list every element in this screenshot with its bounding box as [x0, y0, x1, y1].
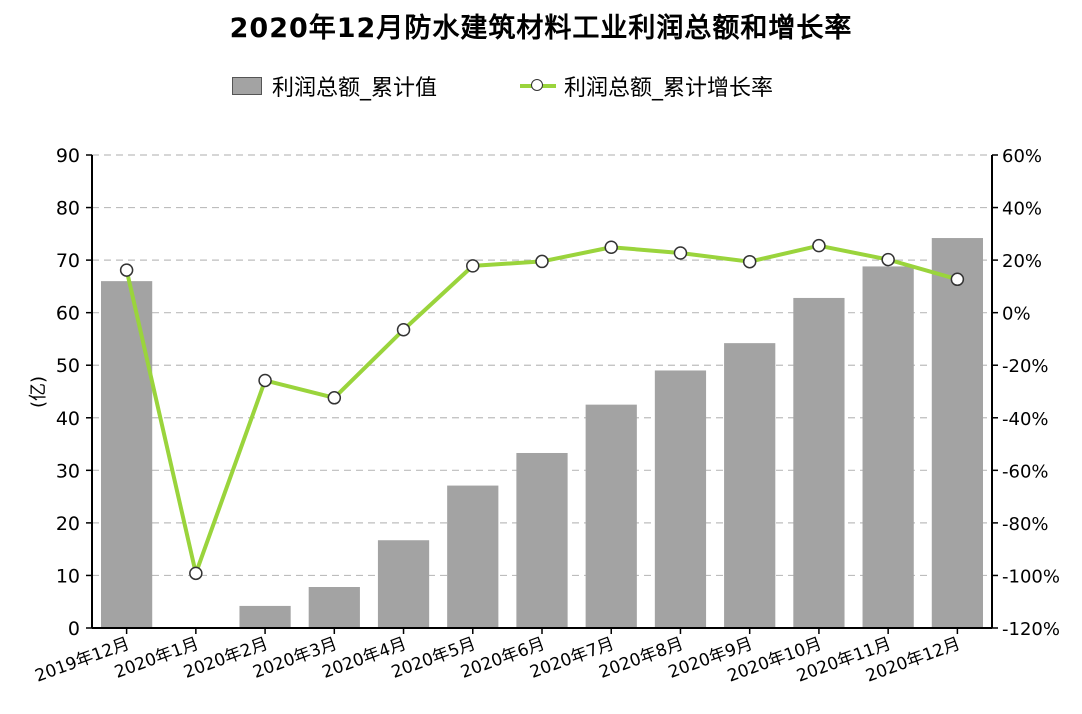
y-tick-label: 10 [56, 565, 80, 587]
growth-point [189, 566, 203, 581]
y-tick-label: 20 [56, 513, 80, 535]
bar [862, 266, 914, 628]
legend-label-bar: 利润总额_累计值 [272, 76, 438, 101]
bar [585, 404, 637, 628]
bar [654, 370, 707, 628]
y2-tick-label: -60% [1002, 461, 1049, 482]
y2-tick-label: 60% [1002, 146, 1042, 167]
y2-tick-label: 40% [1002, 199, 1042, 220]
growth-point [742, 254, 757, 269]
bar [239, 605, 291, 628]
legend-label-line: 利润总额_累计增长率 [564, 76, 774, 101]
bar [724, 343, 776, 628]
y2-tick-label: -120% [1002, 619, 1060, 640]
growth-point [812, 238, 826, 253]
growth-point [950, 272, 965, 287]
y2-tick-label: -80% [1002, 514, 1049, 535]
bar [793, 297, 845, 628]
bar [447, 485, 499, 628]
y2-tick-label: 0% [1002, 304, 1031, 325]
y-tick-label: 60 [56, 303, 80, 325]
y-tick-label: 50 [56, 355, 80, 377]
y2-tick-label: 20% [1002, 251, 1042, 272]
bar [101, 281, 153, 628]
y-tick-label: 0 [68, 618, 80, 640]
y2-tick-label: -40% [1002, 409, 1049, 430]
bar [931, 238, 983, 628]
growth-point [604, 240, 618, 254]
legend-line-swatch [520, 77, 556, 95]
bar [308, 587, 360, 628]
y2-tick-label: -100% [1002, 566, 1060, 587]
y-tick-label: 30 [56, 460, 80, 482]
growth-point [119, 263, 134, 277]
y-tick-label: 70 [56, 250, 80, 272]
bar [516, 452, 568, 628]
legend-bar-swatch [232, 77, 262, 95]
growth-point [396, 322, 411, 337]
growth-point [673, 246, 688, 260]
bar [377, 540, 430, 628]
growth-point [466, 259, 480, 273]
y2-tick-label: -20% [1002, 356, 1049, 377]
growth-point [258, 373, 272, 388]
legend: 利润总额_累计值 利润总额_累计增长率 [0, 70, 1082, 104]
legend-item-bar: 利润总额_累计值 [232, 70, 437, 102]
legend-item-line: 利润总额_累计增长率 [520, 70, 773, 102]
y-tick-label: 80 [56, 198, 80, 220]
growth-point [327, 391, 342, 405]
y-axis-label: (亿) [28, 376, 49, 408]
growth-point [535, 254, 549, 269]
chart-title: 2020年12月防水建筑材料工业利润总额和增长率 [229, 13, 853, 44]
y-tick-label: 90 [56, 145, 80, 167]
growth-point [881, 252, 895, 267]
y-tick-label: 40 [56, 408, 80, 430]
